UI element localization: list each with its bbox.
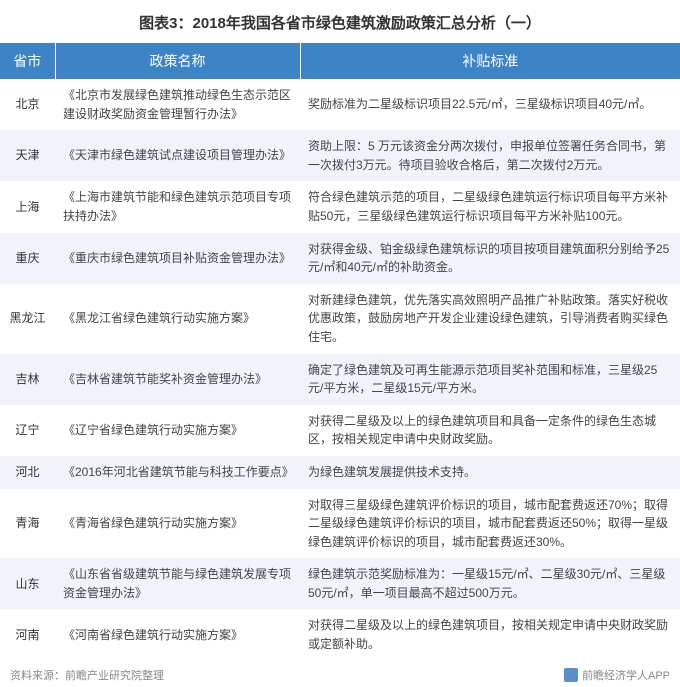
- cell-province: 吉林: [0, 354, 55, 405]
- cell-policy: 《北京市发展绿色建筑推动绿色生态示范区建设财政奖励资金管理暂行办法》: [55, 79, 300, 130]
- table-row: 重庆《重庆市绿色建筑项目补贴资金管理办法》对获得金级、铂金级绿色建筑标识的项目按…: [0, 233, 680, 284]
- table-row: 北京《北京市发展绿色建筑推动绿色生态示范区建设财政奖励资金管理暂行办法》奖励标准…: [0, 79, 680, 130]
- table-row: 吉林《吉林省建筑节能奖补资金管理办法》确定了绿色建筑及可再生能源示范项目奖补范围…: [0, 354, 680, 405]
- cell-policy: 《吉林省建筑节能奖补资金管理办法》: [55, 354, 300, 405]
- cell-province: 青海: [0, 489, 55, 559]
- cell-province: 黑龙江: [0, 284, 55, 354]
- cell-policy: 《2016年河北省建筑节能与科技工作要点》: [55, 456, 300, 489]
- cell-policy: 《天津市绿色建筑试点建设项目管理办法》: [55, 130, 300, 181]
- cell-subsidy: 为绿色建筑发展提供技术支持。: [300, 456, 680, 489]
- cell-subsidy: 确定了绿色建筑及可再生能源示范项目奖补范围和标准，三星级25元/平方米，二星级1…: [300, 354, 680, 405]
- source-text: 资料来源：前瞻产业研究院整理: [10, 667, 164, 683]
- cell-province: 山东: [0, 558, 55, 609]
- table-row: 上海《上海市建筑节能和绿色建筑示范项目专项扶持办法》符合绿色建筑示范的项目，二星…: [0, 181, 680, 232]
- header-province: 省市: [0, 43, 55, 79]
- cell-subsidy: 对取得三星级绿色建筑评价标识的项目，城市配套费返还70%；取得二星级绿色建筑评价…: [300, 489, 680, 559]
- table-body: 北京《北京市发展绿色建筑推动绿色生态示范区建设财政奖励资金管理暂行办法》奖励标准…: [0, 79, 680, 661]
- cell-province: 北京: [0, 79, 55, 130]
- cell-province: 辽宁: [0, 405, 55, 456]
- cell-policy: 《辽宁省绿色建筑行动实施方案》: [55, 405, 300, 456]
- cell-subsidy: 对获得金级、铂金级绿色建筑标识的项目按项目建筑面积分别给予25元/㎡和40元/㎡…: [300, 233, 680, 284]
- header-subsidy: 补贴标准: [300, 43, 680, 79]
- table-container: 图表3：2018年我国各省市绿色建筑激励政策汇总分析（一） 省市 政策名称 补贴…: [0, 0, 680, 687]
- cell-policy: 《上海市建筑节能和绿色建筑示范项目专项扶持办法》: [55, 181, 300, 232]
- header-policy: 政策名称: [55, 43, 300, 79]
- chart-title: 图表3：2018年我国各省市绿色建筑激励政策汇总分析（一）: [0, 0, 680, 43]
- policy-table: 省市 政策名称 补贴标准 北京《北京市发展绿色建筑推动绿色生态示范区建设财政奖励…: [0, 43, 680, 661]
- table-row: 河北《2016年河北省建筑节能与科技工作要点》为绿色建筑发展提供技术支持。: [0, 456, 680, 489]
- cell-policy: 《山东省省级建筑节能与绿色建筑发展专项资金管理办法》: [55, 558, 300, 609]
- table-header-row: 省市 政策名称 补贴标准: [0, 43, 680, 79]
- cell-subsidy: 绿色建筑示范奖励标准为：一星级15元/㎡、二星级30元/㎡、三星级50元/㎡，单…: [300, 558, 680, 609]
- table-row: 天津《天津市绿色建筑试点建设项目管理办法》资助上限：5 万元该资金分两次拨付，申…: [0, 130, 680, 181]
- cell-subsidy: 对获得二星级及以上的绿色建筑项目，按相关规定申请中央财政奖励或定额补助。: [300, 609, 680, 660]
- brand-area: 前瞻经济学人APP: [564, 667, 670, 683]
- table-row: 辽宁《辽宁省绿色建筑行动实施方案》对获得二星级及以上的绿色建筑项目和具备一定条件…: [0, 405, 680, 456]
- cell-subsidy: 奖励标准为二星级标识项目22.5元/㎡，三星级标识项目40元/㎡。: [300, 79, 680, 130]
- cell-subsidy: 对获得二星级及以上的绿色建筑项目和具备一定条件的绿色生态城区，按相关规定申请中央…: [300, 405, 680, 456]
- table-row: 黑龙江《黑龙江省绿色建筑行动实施方案》对新建绿色建筑，优先落实高效照明产品推广补…: [0, 284, 680, 354]
- cell-province: 上海: [0, 181, 55, 232]
- cell-policy: 《黑龙江省绿色建筑行动实施方案》: [55, 284, 300, 354]
- table-row: 山东《山东省省级建筑节能与绿色建筑发展专项资金管理办法》绿色建筑示范奖励标准为：…: [0, 558, 680, 609]
- cell-province: 天津: [0, 130, 55, 181]
- brand-logo-icon: [564, 668, 578, 682]
- table-row: 青海《青海省绿色建筑行动实施方案》对取得三星级绿色建筑评价标识的项目，城市配套费…: [0, 489, 680, 559]
- cell-subsidy: 对新建绿色建筑，优先落实高效照明产品推广补贴政策。落实好税收优惠政策，鼓励房地产…: [300, 284, 680, 354]
- cell-subsidy: 资助上限：5 万元该资金分两次拨付，申报单位签署任务合同书，第一次拨付3万元。待…: [300, 130, 680, 181]
- footer: 资料来源：前瞻产业研究院整理 前瞻经济学人APP: [0, 661, 680, 687]
- cell-province: 河北: [0, 456, 55, 489]
- cell-policy: 《青海省绿色建筑行动实施方案》: [55, 489, 300, 559]
- cell-subsidy: 符合绿色建筑示范的项目，二星级绿色建筑运行标识项目每平方米补贴50元，三星级绿色…: [300, 181, 680, 232]
- brand-text: 前瞻经济学人APP: [582, 667, 670, 683]
- cell-province: 河南: [0, 609, 55, 660]
- cell-policy: 《重庆市绿色建筑项目补贴资金管理办法》: [55, 233, 300, 284]
- table-row: 河南《河南省绿色建筑行动实施方案》对获得二星级及以上的绿色建筑项目，按相关规定申…: [0, 609, 680, 660]
- cell-province: 重庆: [0, 233, 55, 284]
- cell-policy: 《河南省绿色建筑行动实施方案》: [55, 609, 300, 660]
